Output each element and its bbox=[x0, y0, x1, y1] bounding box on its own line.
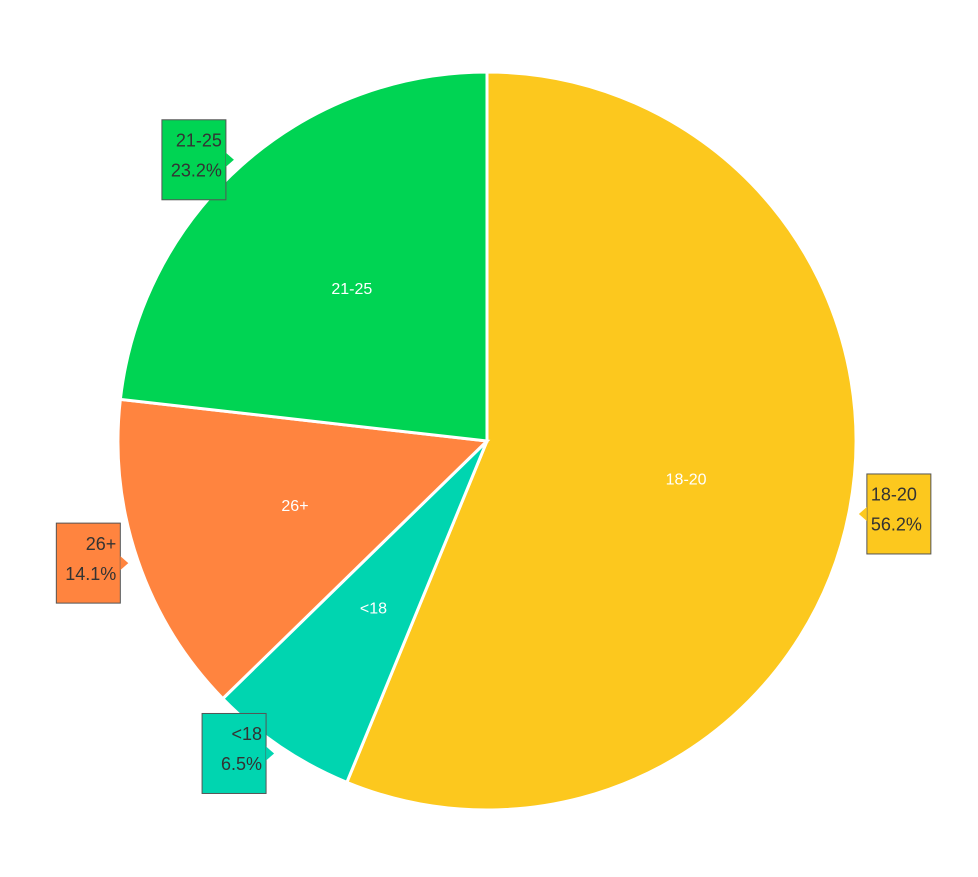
callout-pointer bbox=[266, 746, 275, 761]
callout-value: 23.2% bbox=[171, 161, 222, 181]
callout-value: 14.1% bbox=[65, 564, 116, 584]
slice-label: 18-20 bbox=[666, 471, 707, 488]
callout-box bbox=[201, 712, 267, 794]
callout-pointer bbox=[120, 556, 129, 571]
callout-pointer bbox=[225, 152, 234, 167]
callout-category: 18-20 bbox=[871, 485, 917, 505]
pie-slice bbox=[220, 439, 489, 785]
pie-slice bbox=[118, 70, 489, 443]
callout-box bbox=[161, 119, 227, 201]
callout-pointer bbox=[858, 506, 867, 521]
slice-label: 21-25 bbox=[331, 281, 372, 298]
callout-value: 56.2% bbox=[871, 515, 922, 535]
pie-slice bbox=[116, 397, 491, 701]
callout-category: 21-25 bbox=[176, 131, 222, 151]
pie-slice bbox=[344, 70, 858, 812]
slice-label: <18 bbox=[360, 600, 387, 617]
callout-value: 6.5% bbox=[221, 754, 262, 774]
callout-category: <18 bbox=[232, 724, 263, 744]
callout-category: 26+ bbox=[86, 534, 117, 554]
slice-label: 26+ bbox=[281, 498, 308, 515]
callout-box bbox=[55, 522, 121, 604]
callout-box bbox=[866, 473, 932, 555]
